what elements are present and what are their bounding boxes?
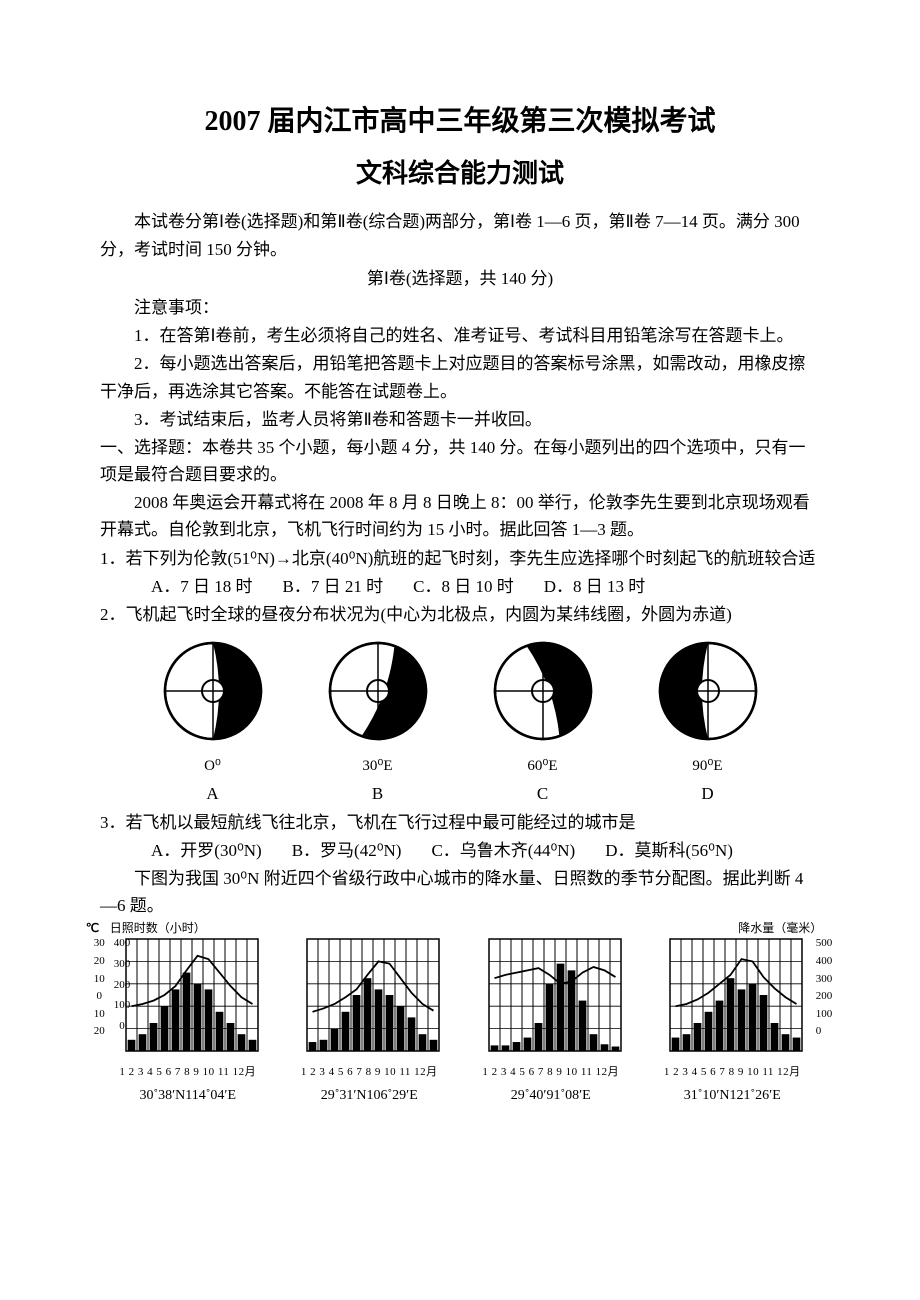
q3-option-d: D．莫斯科(56⁰N) (605, 837, 733, 864)
climate-chart (652, 935, 812, 1055)
q1-option-d: D．8 日 13 时 (544, 573, 646, 600)
chart-coord: 31˚10′N121˚26′E (645, 1085, 821, 1107)
passage-2: 下图为我国 30⁰N 附近四个省级行政中心城市的降水量、日照数的季节分配图。据此… (100, 865, 820, 919)
q2-diagram: 60⁰EC (488, 636, 598, 807)
passage-1: 2008 年奥运会开幕式将在 2008 年 8 月 8 日晚上 8：00 举行，… (100, 489, 820, 543)
q2-diagram: 90⁰ED (653, 636, 763, 807)
q3-option-c: C．乌鲁木齐(44⁰N) (431, 837, 575, 864)
q1-option-b: B．7 日 21 时 (283, 573, 384, 600)
q1-option-a: A．7 日 18 时 (151, 573, 253, 600)
chart-coord: 30˚38′N114˚04′E (100, 1085, 276, 1107)
climate-chart (289, 935, 449, 1055)
question-3: 3．若飞机以最短航线飞往北京，飞机在飞行过程中最可能经过的城市是 (100, 809, 820, 836)
chart-months: 1 2 3 4 5 6 7 8 9 10 11 12月 (100, 1064, 276, 1082)
diagram-letter: A (158, 780, 268, 807)
question-2: 2．飞机起飞时全球的昼夜分布状况为(中心为北极点，内圆为某纬线圈，外圆为赤道) (100, 601, 820, 628)
chart-panel: ℃ 日照时数（小时） 30201001020 4003002001000 1 2… (100, 935, 276, 1107)
q3-option-b: B．罗马(42⁰N) (292, 837, 402, 864)
temp-ticks: 30201001020 (94, 935, 105, 1035)
chart-months: 1 2 3 4 5 6 7 8 9 10 11 12月 (282, 1064, 458, 1082)
diagram-longitude: 60⁰E (488, 754, 598, 778)
question-3-options: A．开罗(30⁰N) B．罗马(42⁰N) C．乌鲁木齐(44⁰N) D．莫斯科… (100, 837, 820, 864)
q2-diagram-row: O⁰A 30⁰EB 60⁰EC 90⁰ED (100, 636, 820, 807)
polar-diagram-svg (323, 636, 433, 746)
question-1-options: A．7 日 18 时 B．7 日 21 时 C．8 日 10 时 D．8 日 1… (100, 573, 820, 600)
chart-row: ℃ 日照时数（小时） 30201001020 4003002001000 1 2… (100, 935, 820, 1107)
diagram-letter: D (653, 780, 763, 807)
chart-panel: 1 2 3 4 5 6 7 8 9 10 11 12月 29˚40′91˚08′… (463, 935, 639, 1107)
notice-2: 2．每小题选出答案后，用铅笔把答题卡上对应题目的答案标号涂黑，如需改动，用橡皮擦… (100, 350, 820, 404)
notice-1: 1．在答第Ⅰ卷前，考生必须将自己的姓名、准考证号、考试科目用铅笔涂写在答题卡上。 (100, 322, 820, 349)
sun-ticks: 4003002001000 (114, 935, 131, 1035)
q2-diagram: O⁰A (158, 636, 268, 807)
diagram-letter: B (323, 780, 433, 807)
q3-option-a: A．开罗(30⁰N) (151, 837, 262, 864)
axis-rain-label: 降水量（毫米） (738, 919, 822, 938)
q1-option-c: C．8 日 10 时 (413, 573, 514, 600)
climate-chart (108, 935, 268, 1055)
main-title: 2007 届内江市高中三年级第三次模拟考试 (100, 100, 820, 145)
sub-title: 文科综合能力测试 (100, 153, 820, 195)
diagram-longitude: 30⁰E (323, 754, 433, 778)
chart-panel: 1 2 3 4 5 6 7 8 9 10 11 12月 29˚31′N106˚2… (282, 935, 458, 1107)
polar-diagram-svg (653, 636, 763, 746)
diagram-longitude: 90⁰E (653, 754, 763, 778)
notice-header: 注意事项： (100, 294, 820, 321)
chart-months: 1 2 3 4 5 6 7 8 9 10 11 12月 (463, 1064, 639, 1082)
chart-months: 1 2 3 4 5 6 7 8 9 10 11 12月 (645, 1064, 821, 1082)
chart-panel: 降水量（毫米） 5004003002001000 1 2 3 4 5 6 7 8… (645, 935, 821, 1107)
climate-chart (471, 935, 631, 1055)
q2-diagram: 30⁰EB (323, 636, 433, 807)
polar-diagram-svg (488, 636, 598, 746)
diagram-letter: C (488, 780, 598, 807)
notice-3: 3．考试结束后，监考人员将第Ⅱ卷和答题卡一并收回。 (100, 406, 820, 433)
mc-header: 一、选择题：本卷共 35 个小题，每小题 4 分，共 140 分。在每小题列出的… (100, 434, 820, 488)
chart-coord: 29˚40′91˚08′E (463, 1085, 639, 1107)
diagram-longitude: O⁰ (158, 754, 268, 778)
chart-coord: 29˚31′N106˚29′E (282, 1085, 458, 1107)
intro-paragraph: 本试卷分第Ⅰ卷(选择题)和第Ⅱ卷(综合题)两部分，第Ⅰ卷 1—6 页，第Ⅱ卷 7… (100, 208, 820, 262)
polar-diagram-svg (158, 636, 268, 746)
question-1: 1．若下列为伦敦(51⁰N)→北京(40⁰N)航班的起飞时刻，李先生应选择哪个时… (100, 545, 820, 572)
section-header: 第Ⅰ卷(选择题，共 140 分) (100, 265, 820, 292)
rain-ticks: 5004003002001000 (816, 935, 833, 1035)
